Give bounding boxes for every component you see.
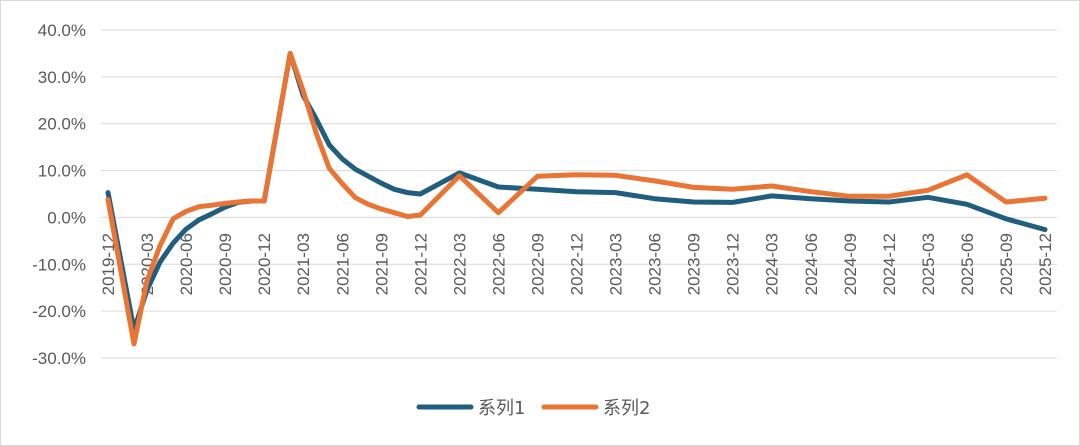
y-axis-tick-labels: 40.0% 30.0% 20.0% 10.0% 0.0% -10.0% -20.0% -30.… (32, 21, 86, 368)
y-tick-label: 20.0% (38, 115, 86, 134)
y-tick-label: 30.0% (38, 68, 86, 87)
x-tick-label: 2025-12 (1036, 233, 1055, 295)
gridlines (101, 29, 1057, 359)
legend: 系列1 系列2 (416, 398, 650, 419)
x-tick-label: 2022-06 (489, 233, 508, 295)
x-tick-label: 2020-12 (255, 233, 274, 295)
y-tick-label: 0.0% (47, 208, 86, 227)
x-tick-label: 2025-03 (919, 233, 938, 295)
x-tick-label: 2023-12 (724, 233, 743, 295)
y-tick-label: -20.0% (32, 302, 86, 321)
x-tick-label: 2023-06 (646, 233, 665, 295)
series-lines (105, 50, 1048, 347)
x-tick-label: 2025-09 (997, 233, 1016, 295)
x-tick-label: 2021-03 (294, 233, 313, 295)
series-line-2 (105, 50, 1048, 347)
series-line-1 (105, 50, 1048, 333)
x-tick-label: 2024-12 (880, 233, 899, 295)
x-tick-label: 2021-06 (333, 233, 352, 295)
x-tick-label: 2020-06 (177, 233, 196, 295)
x-tick-label: 2022-03 (450, 233, 469, 295)
y-tick-label: 10.0% (38, 162, 86, 181)
legend-label-2: 系列2 (603, 398, 650, 419)
x-tick-label: 2022-09 (528, 233, 547, 295)
x-tick-label: 2020-09 (216, 233, 235, 295)
x-tick-label: 2023-09 (685, 233, 704, 295)
x-tick-label: 2024-06 (802, 233, 821, 295)
x-tick-label: 2025-06 (958, 233, 977, 295)
y-tick-label: 40.0% (38, 21, 86, 40)
x-tick-label: 2023-03 (607, 233, 626, 295)
x-tick-label: 2021-09 (372, 233, 391, 295)
y-tick-label: -30.0% (32, 349, 86, 368)
x-tick-label: 2021-12 (411, 233, 430, 295)
x-tick-label: 2024-09 (841, 233, 860, 295)
y-tick-label: -10.0% (32, 255, 86, 274)
legend-label-1: 系列1 (478, 398, 525, 419)
x-tick-label: 2024-03 (763, 233, 782, 295)
x-tick-label: 2019-12 (99, 233, 118, 295)
x-tick-label: 2022-12 (568, 233, 587, 295)
